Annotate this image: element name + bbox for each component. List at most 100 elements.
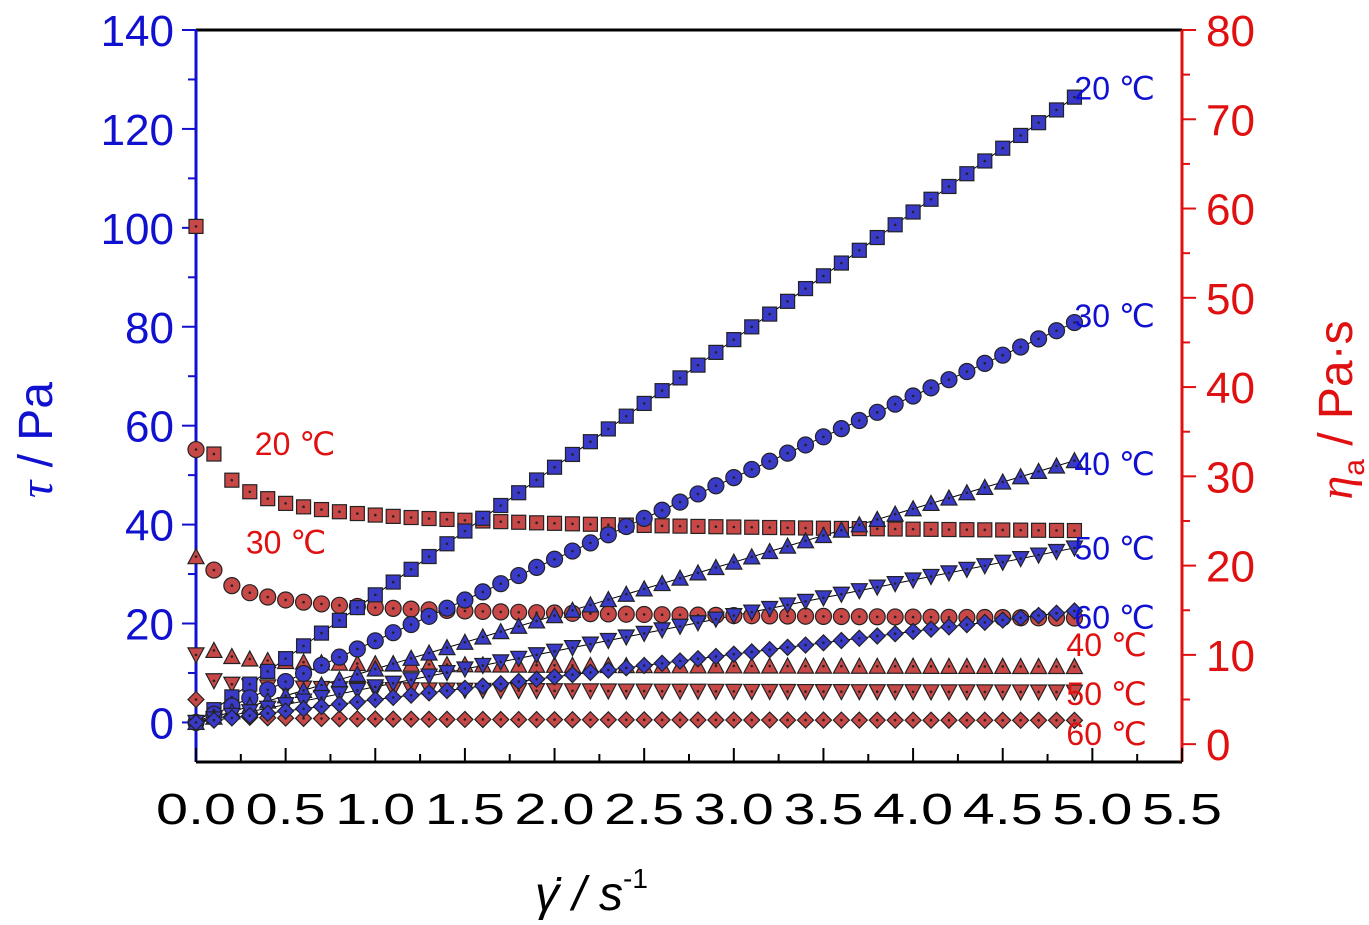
shear-stress-point-1-center <box>929 197 933 201</box>
viscosity-point-4-center <box>786 690 789 693</box>
x-tick-label: 1.5 <box>425 785 505 834</box>
viscosity-point-1-center <box>965 528 969 531</box>
viscosity-point-2-center <box>517 610 520 614</box>
viscosity-point-4-center <box>1073 690 1076 694</box>
shear-stress-series-label: 30 ℃ <box>1074 298 1154 334</box>
viscosity-point-3-center <box>1037 665 1040 668</box>
viscosity-point-4-center <box>212 679 216 683</box>
viscosity-point-5-center <box>983 718 987 722</box>
y-right-tick-label: 10 <box>1206 632 1255 681</box>
shear-stress-point-1-center <box>391 580 395 584</box>
shear-stress-point-3-center <box>607 598 610 601</box>
viscosity-point-4-center <box>858 690 861 693</box>
shear-stress-point-3-center <box>840 528 843 532</box>
x-tick-label: 3.5 <box>783 785 863 834</box>
shear-stress-point-4-center <box>893 582 897 585</box>
shear-stress-point-4-center <box>1019 557 1022 560</box>
shear-stress-point-3-center <box>624 592 628 596</box>
shear-stress-point-5-center <box>320 705 323 708</box>
viscosity-point-4-center <box>571 689 574 693</box>
shear-stress-point-2-center <box>445 606 449 610</box>
shear-stress-point-3-center <box>463 641 467 644</box>
y-right-tick-label: 80 <box>1206 7 1255 56</box>
viscosity-point-2-center <box>858 615 861 618</box>
shear-stress-point-1-center <box>1001 146 1005 150</box>
viscosity-point-3-center <box>427 663 431 666</box>
shear-stress-point-3-center <box>571 608 574 612</box>
shear-stress-point-5-center <box>607 668 610 672</box>
viscosity-point-3-center <box>302 660 305 664</box>
viscosity-point-4-center <box>1037 690 1040 694</box>
shear-stress-point-4-center <box>858 589 861 592</box>
shear-stress-point-5-center <box>893 632 897 636</box>
viscosity-point-4-center <box>875 690 879 694</box>
viscosity-point-4-center <box>893 690 897 694</box>
x-tick-label: 3.0 <box>694 785 774 834</box>
viscosity-point-5-center <box>786 718 789 722</box>
viscosity-point-1-center <box>750 525 754 529</box>
shear-stress-point-1-center <box>284 657 287 660</box>
viscosity-point-2-center <box>391 607 395 610</box>
shear-stress-point-1-center <box>678 376 682 380</box>
y-right-tick-label: 40 <box>1206 364 1255 413</box>
viscosity-point-5-center <box>875 718 879 722</box>
viscosity-point-3-center <box>875 664 879 668</box>
viscosity-point-4-center <box>840 690 843 693</box>
viscosity-point-2-center <box>786 614 789 618</box>
viscosity-point-1-center <box>1019 528 1022 532</box>
viscosity-point-1-center <box>1001 528 1005 532</box>
shear-stress-point-5-center <box>499 682 503 686</box>
viscosity-point-4-center <box>660 689 664 693</box>
shear-stress-point-2-center <box>642 517 646 520</box>
shear-stress-point-3-center <box>535 619 538 623</box>
viscosity-series-label: 50 ℃ <box>1066 676 1146 712</box>
viscosity-point-1-center <box>983 528 987 532</box>
shear-stress-point-1-center <box>875 236 879 239</box>
viscosity-point-5-center <box>911 718 915 722</box>
viscosity-point-2-center <box>320 602 323 606</box>
viscosity-point-1-center <box>499 520 503 523</box>
viscosity-point-5-center <box>768 718 771 722</box>
viscosity-point-4-center <box>983 690 987 694</box>
viscosity-point-3-center <box>248 657 252 661</box>
viscosity-point-2-center <box>248 591 252 595</box>
shear-stress-point-2-center <box>929 386 933 390</box>
viscosity-point-5-center <box>320 717 323 720</box>
x-tick-label: 4.5 <box>963 785 1043 834</box>
viscosity-point-5-center <box>553 718 556 721</box>
shear-stress-point-2-center <box>553 557 556 561</box>
shear-stress-point-5-center <box>284 709 287 713</box>
shear-stress-point-4-center <box>624 635 628 639</box>
viscosity-point-1-center <box>356 512 359 515</box>
viscosity-point-1-center <box>607 523 610 526</box>
shear-stress-point-1-center <box>1055 108 1058 112</box>
shear-stress-point-3-center <box>391 662 395 665</box>
viscosity-point-3-center <box>1019 665 1022 668</box>
shear-stress-point-4-center <box>1001 560 1005 564</box>
viscosity-point-2-center <box>804 614 807 618</box>
shear-stress-point-3-center <box>1001 480 1005 484</box>
viscosity-point-3-center <box>535 663 538 667</box>
shear-stress-point-2-center <box>840 427 843 430</box>
viscosity-point-4-center <box>768 690 771 693</box>
viscosity-point-1-center <box>338 510 341 514</box>
shear-stress-point-3-center <box>678 576 682 580</box>
shear-stress-point-3-center <box>858 523 861 527</box>
shear-stress-point-4-center <box>409 678 413 681</box>
shear-stress-point-4-center <box>373 685 377 689</box>
shear-stress-point-2-center <box>1001 353 1005 357</box>
y-left-tick-label: 40 <box>125 502 174 551</box>
viscosity-point-5-center <box>1055 719 1058 722</box>
viscosity-point-1-center <box>517 520 520 524</box>
shear-stress-point-1-center <box>1019 134 1022 137</box>
shear-stress-point-1-center <box>373 593 377 597</box>
viscosity-point-2-center <box>409 607 413 611</box>
shear-stress-point-5-center <box>481 684 485 688</box>
shear-stress-point-2-center <box>660 508 664 512</box>
viscosity-point-2-center <box>607 612 610 616</box>
viscosity-series-label: 20 ℃ <box>255 426 335 462</box>
viscosity-point-5-center <box>1073 719 1076 722</box>
shear-stress-point-3-center <box>911 507 915 511</box>
viscosity-point-4-center <box>911 690 915 694</box>
viscosity-point-2-center <box>642 613 646 616</box>
